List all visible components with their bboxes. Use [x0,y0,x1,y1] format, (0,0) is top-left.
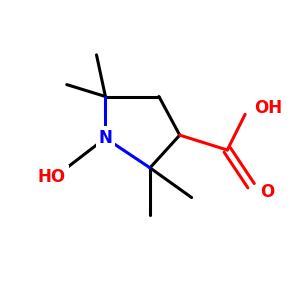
Text: O: O [260,183,274,201]
Text: HO: HO [38,168,66,186]
Text: OH: OH [254,99,282,117]
Text: N: N [98,129,112,147]
